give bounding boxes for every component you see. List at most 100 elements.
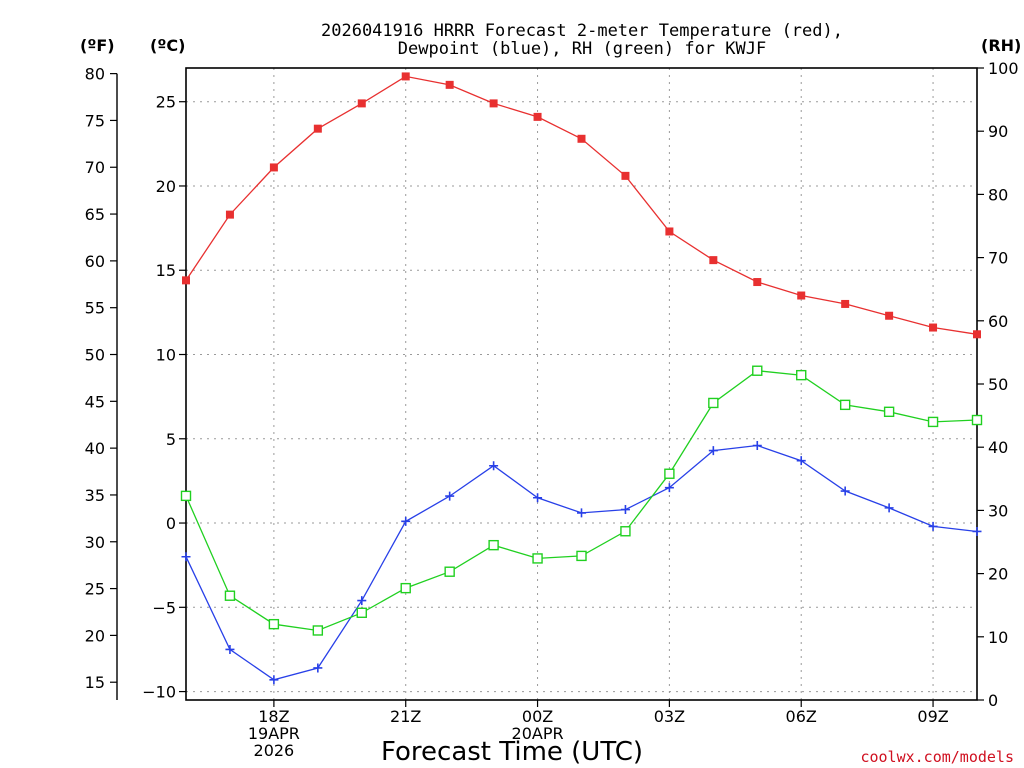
dewpoint-point: [357, 596, 367, 606]
fahrenheit-tick-label: 15: [85, 673, 105, 692]
celsius-tick-label: 10: [156, 346, 176, 365]
temperature-point: [973, 330, 981, 339]
dewpoint-point: [313, 663, 323, 673]
temperature-line: [185, 75, 978, 335]
temperature-point: [797, 291, 806, 300]
x-axis-title: Forecast Time (UTC): [381, 737, 643, 767]
temperature-point: [313, 124, 322, 133]
rh-tick-label: 10: [988, 628, 1008, 647]
temperature-point: [445, 80, 454, 89]
fahrenheit-tick-label: 30: [85, 533, 105, 552]
dewpoint-point: [796, 456, 806, 466]
rh-tick-label: 50: [988, 375, 1008, 394]
fahrenheit-tick-label: 20: [85, 626, 105, 645]
rh-point: [356, 607, 367, 618]
dewpoint-point: [840, 486, 850, 496]
dewpoint-point: [401, 516, 411, 526]
rh-tick-label: 0: [988, 691, 998, 710]
rh-line: [185, 370, 978, 632]
gridlines: [186, 68, 977, 700]
dewpoint-line: [185, 444, 978, 681]
rh-point: [180, 490, 192, 502]
dewpoint-point: [884, 503, 894, 513]
dewpoint-point: [181, 552, 191, 562]
data-series: [180, 72, 983, 685]
rh-point: [927, 416, 939, 428]
series-temperature: [182, 72, 981, 339]
x-tick-label: 03Z: [654, 707, 685, 726]
rh-point: [620, 526, 631, 537]
rh-tick-label: 100: [988, 59, 1019, 78]
rh-point: [488, 539, 499, 551]
temperature-point: [841, 299, 850, 308]
dewpoint-point: [225, 644, 235, 654]
x-tick-label: 21Z: [390, 707, 421, 726]
fahrenheit-tick-label: 65: [85, 205, 105, 224]
x-tick-label: 18Z: [258, 707, 289, 726]
temperature-point: [929, 323, 938, 332]
x-tick-label: 09Z: [917, 707, 948, 726]
celsius-tick-label: 15: [156, 261, 176, 280]
temperature-point: [533, 112, 542, 121]
rh-tick-label: 90: [988, 122, 1008, 141]
series-rh: [180, 365, 983, 636]
plot-frame: [185, 67, 978, 701]
temperature-point: [489, 99, 498, 108]
rh-point: [796, 369, 807, 381]
chart-title-line-1: 2026041916 HRRR Forecast 2-meter Tempera…: [321, 21, 843, 41]
fahrenheit-tick-label: 55: [85, 299, 105, 318]
temperature-point: [665, 227, 674, 236]
dewpoint-point: [752, 441, 762, 451]
fahrenheit-tick-label: 45: [85, 392, 105, 411]
credit-text: coolwx.com/models: [860, 748, 1014, 766]
dewpoint-point: [533, 493, 543, 503]
rh-point: [664, 468, 675, 479]
rh-point: [224, 590, 236, 601]
rh-point: [268, 618, 280, 630]
temperature-point: [709, 256, 718, 265]
rh-tick-label: 70: [988, 249, 1008, 268]
rh-tick-label: 40: [988, 438, 1008, 457]
dewpoint-point: [577, 508, 586, 518]
celsius-tick-label: 25: [156, 93, 176, 112]
dewpoint-point: [445, 491, 455, 501]
celsius-tick-label: 20: [156, 177, 176, 196]
dewpoint-point: [489, 461, 499, 471]
fahrenheit-tick-label: 50: [85, 346, 105, 365]
x-tick-label: 06Z: [786, 707, 817, 726]
rh-point: [708, 397, 719, 409]
axes: −10 −5 0 5 10 15 20 25 15 20 25 30 35 40 45 50 55 60 65 70 7…: [85, 59, 1019, 760]
rh-point: [839, 399, 851, 411]
rh-tick-label: 60: [988, 312, 1008, 331]
fahrenheit-unit-label: (ºF): [80, 36, 115, 55]
rh-point: [576, 550, 587, 562]
celsius-tick-label: −10: [142, 683, 176, 702]
rh-point: [312, 625, 324, 636]
fahrenheit-tick-label: 80: [85, 65, 105, 84]
fahrenheit-tick-label: 35: [85, 486, 105, 505]
rh-tick-label: 30: [988, 501, 1008, 520]
rh-point: [752, 365, 763, 376]
rh-tick-label: 20: [988, 565, 1008, 584]
celsius-tick-label: 5: [166, 430, 176, 449]
x-tick-label: 2026: [254, 741, 295, 760]
dewpoint-point: [620, 505, 630, 515]
fahrenheit-tick-label: 40: [85, 439, 105, 458]
series-dewpoint: [181, 441, 982, 685]
dewpoint-point: [708, 446, 718, 456]
rh-point: [883, 406, 895, 418]
rh-point: [532, 553, 543, 564]
temperature-point: [401, 72, 410, 81]
fahrenheit-tick-label: 70: [85, 158, 105, 177]
temperature-point: [621, 171, 630, 180]
x-tick-label: 00Z: [522, 707, 553, 726]
dewpoint-point: [928, 521, 938, 531]
fahrenheit-tick-label: 75: [85, 111, 105, 130]
celsius-unit-label: (ºC): [150, 36, 185, 55]
rh-unit-label: (RH): [981, 36, 1021, 55]
temperature-point: [182, 276, 190, 285]
x-tick-label: 19APR: [248, 724, 300, 743]
temperature-point: [269, 163, 278, 172]
chart-title-line-2: Dewpoint (blue), RH (green) for KWJF: [398, 39, 766, 59]
